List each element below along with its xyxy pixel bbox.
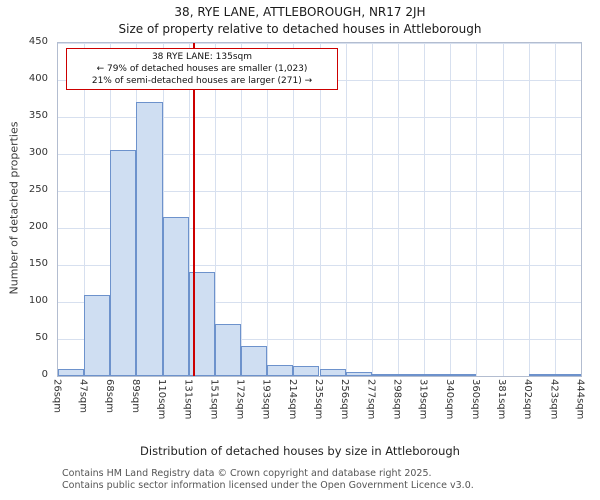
histogram-bar [214, 324, 242, 376]
footer-attribution-2: Contains public sector information licen… [62, 480, 474, 491]
histogram-bar [554, 374, 581, 376]
gridline-vertical [267, 43, 269, 376]
plot-area: 38 RYE LANE: 135sqm ← 79% of detached ho… [57, 42, 582, 377]
y-axis-ticks: 0 50 100 150 200 250 300 350 400 450 [0, 36, 54, 380]
y-tick-label: 50 [35, 332, 48, 343]
histogram-bar [136, 102, 163, 376]
chart-subtitle: Size of property relative to detached ho… [118, 22, 482, 36]
x-tick-label: 193sqm [260, 379, 272, 420]
x-tick-label: 402sqm [522, 379, 534, 420]
x-axis-label: Distribution of detached houses by size … [140, 444, 460, 458]
gridline-vertical [502, 43, 504, 376]
gridline-vertical [397, 43, 399, 376]
x-tick-label: 26sqm [51, 379, 63, 414]
annotation-line3: 21% of semi-detached houses are larger (… [91, 76, 313, 87]
annotation-line1: 38 RYE LANE: 135sqm [151, 52, 253, 62]
annotation-box: 38 RYE LANE: 135sqm ← 79% of detached ho… [66, 48, 338, 91]
gridline-vertical [241, 43, 243, 376]
x-tick-label: 381sqm [496, 379, 508, 420]
x-tick-label: 444sqm [574, 379, 586, 420]
property-size-marker-line [193, 43, 195, 376]
x-tick-label: 319sqm [417, 379, 429, 420]
gridline-vertical [371, 43, 373, 376]
histogram-bar [267, 364, 294, 376]
x-tick-label: 235sqm [313, 379, 324, 420]
y-tick-label: 0 [41, 369, 48, 380]
histogram-bar [450, 374, 477, 376]
gridline-vertical [188, 43, 190, 376]
histogram-bar [424, 374, 451, 376]
x-tick-label: 298sqm [391, 379, 403, 420]
histogram-bar [528, 374, 555, 376]
x-tick-label: 110sqm [156, 379, 168, 420]
histogram-bar [371, 374, 398, 376]
x-tick-label: 131sqm [182, 379, 194, 420]
x-tick-label: 214sqm [286, 379, 298, 420]
x-tick-label: 89sqm [129, 379, 141, 414]
histogram-bar [319, 368, 346, 376]
chart-title: 38, RYE LANE, ATTLEBOROUGH, NR17 2JH [174, 5, 426, 19]
x-tick-label: 340sqm [443, 379, 455, 420]
y-tick-label: 350 [28, 110, 48, 121]
gridline-vertical [293, 43, 295, 376]
histogram-bar [188, 272, 215, 376]
x-tick-label: 277sqm [365, 379, 377, 420]
y-tick-label: 150 [28, 258, 48, 269]
gridline-vertical [214, 43, 216, 376]
x-tick-label: 360sqm [469, 379, 481, 420]
footer-attribution-1: Contains HM Land Registry data © Crown c… [62, 468, 432, 479]
gridline-vertical [162, 43, 164, 376]
histogram-bar [241, 346, 268, 376]
histogram-bar [58, 368, 85, 376]
y-tick-label: 400 [28, 73, 48, 84]
y-tick-label: 250 [28, 184, 48, 195]
histogram-bar [162, 216, 189, 376]
gridline-vertical [424, 43, 426, 376]
gridline-vertical [554, 43, 556, 376]
x-tick-label: 151sqm [208, 379, 220, 420]
annotation-line2: ← 79% of detached houses are smaller (1,… [96, 64, 308, 75]
histogram-bar [110, 150, 137, 376]
y-tick-label: 450 [28, 36, 48, 47]
y-tick-label: 300 [28, 147, 48, 158]
y-tick-label: 100 [28, 295, 48, 306]
gridline-vertical [476, 43, 478, 376]
gridline-vertical [450, 43, 452, 376]
gridline-vertical [84, 43, 86, 376]
x-tick-label: 172sqm [234, 379, 246, 420]
histogram-bar [293, 366, 320, 376]
x-axis-ticks: 26sqm 47sqm 68sqm 89sqm 110sqm 131sqm 151sqm 17… [52, 377, 586, 437]
gridline-vertical [319, 43, 321, 376]
gridline-vertical [528, 43, 530, 376]
x-tick-label: 47sqm [77, 379, 89, 414]
gridline-vertical [345, 43, 347, 376]
y-tick-label: 200 [28, 221, 48, 232]
x-tick-label: 68sqm [103, 379, 115, 414]
histogram-bar [345, 371, 372, 376]
histogram-bar [397, 374, 425, 376]
x-tick-label: 423sqm [548, 379, 560, 420]
x-tick-label: 256sqm [339, 379, 351, 420]
histogram-bar [84, 294, 111, 376]
